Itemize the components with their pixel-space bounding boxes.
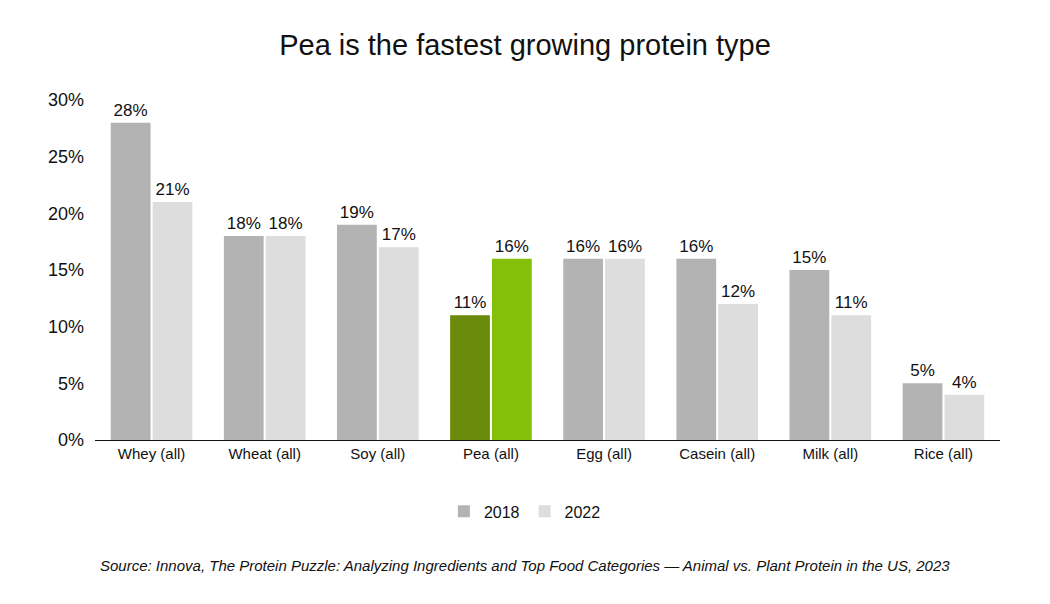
svg-text:20%: 20% [48, 204, 84, 224]
svg-text:Source: Innova, The Protein Pu: Source: Innova, The Protein Puzzle: Anal… [100, 557, 950, 574]
svg-text:15%: 15% [48, 260, 84, 280]
svg-text:16%: 16% [495, 237, 529, 256]
svg-text:11%: 11% [835, 293, 868, 312]
svg-text:18%: 18% [269, 214, 303, 233]
svg-text:5%: 5% [58, 374, 84, 394]
svg-text:30%: 30% [48, 90, 84, 110]
svg-text:10%: 10% [48, 317, 84, 337]
svg-text:12%: 12% [721, 282, 755, 301]
svg-text:Pea is the fastest growing pro: Pea is the fastest growing protein type [279, 29, 771, 61]
svg-text:Wheat (all): Wheat (all) [228, 445, 301, 462]
svg-text:5%: 5% [910, 361, 935, 380]
svg-text:16%: 16% [566, 237, 600, 256]
svg-text:16%: 16% [608, 237, 642, 256]
svg-text:17%: 17% [382, 225, 416, 244]
svg-text:16%: 16% [679, 237, 713, 256]
svg-text:Egg (all): Egg (all) [576, 445, 632, 462]
svg-text:28%: 28% [114, 101, 148, 120]
svg-text:4%: 4% [952, 373, 977, 392]
svg-text:Milk (all): Milk (all) [802, 445, 858, 462]
svg-text:18%: 18% [227, 214, 261, 233]
svg-text:0%: 0% [58, 430, 84, 450]
svg-text:19%: 19% [340, 203, 374, 222]
svg-text:21%: 21% [155, 180, 189, 199]
svg-text:Soy (all): Soy (all) [350, 445, 405, 462]
svg-text:11%: 11% [454, 293, 487, 312]
svg-text:15%: 15% [792, 248, 826, 267]
svg-text:2018: 2018 [484, 504, 520, 521]
svg-text:Pea (all): Pea (all) [463, 445, 519, 462]
svg-text:2022: 2022 [565, 504, 601, 521]
svg-text:Casein (all): Casein (all) [679, 445, 755, 462]
svg-text:25%: 25% [48, 147, 84, 167]
svg-text:Rice (all): Rice (all) [914, 445, 973, 462]
svg-text:Whey (all): Whey (all) [118, 445, 186, 462]
